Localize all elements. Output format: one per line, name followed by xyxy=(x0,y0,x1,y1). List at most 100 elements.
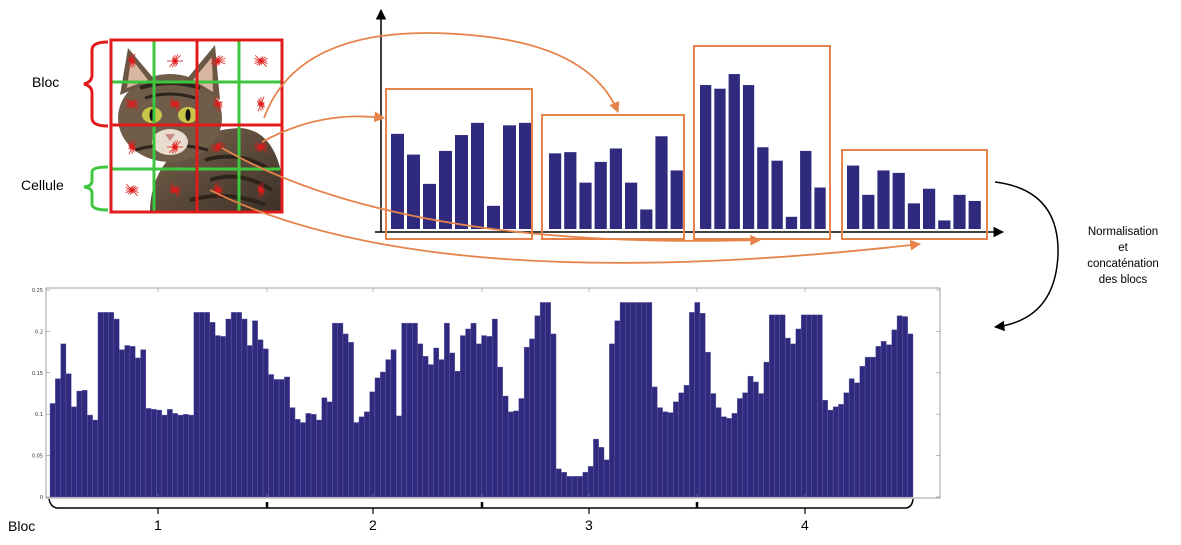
bottom-bar xyxy=(172,413,179,498)
block-number-3: 3 xyxy=(585,517,593,533)
top-bar-b3-2 xyxy=(714,88,726,229)
bottom-bar xyxy=(886,344,892,498)
bottom-bar xyxy=(305,413,312,498)
bottom-bar xyxy=(326,401,333,498)
bottom-bar xyxy=(790,343,796,498)
top-bar-b1-9 xyxy=(519,122,532,229)
block-grid xyxy=(109,38,284,214)
bottom-bar xyxy=(523,346,530,498)
bottom-bar xyxy=(412,322,418,498)
arrow-cell-to-block2 xyxy=(263,32,620,119)
bottom-bar xyxy=(161,414,168,498)
bottom-bar xyxy=(683,385,690,498)
bottom-bar xyxy=(784,337,791,498)
bottom-bar xyxy=(491,318,498,498)
cell-arrows xyxy=(209,32,922,264)
bottom-bar xyxy=(779,314,786,498)
bottom-bar xyxy=(284,376,290,498)
bottom-bar xyxy=(401,322,408,498)
bottom-bar xyxy=(502,395,509,498)
bottom-bar xyxy=(673,401,679,498)
bottom-bloc-label: Bloc xyxy=(8,518,36,534)
bottom-bar xyxy=(113,318,120,498)
bottom-bar xyxy=(891,329,898,498)
bottom-bar xyxy=(678,392,685,498)
bottom-bar xyxy=(380,371,386,498)
top-bar-b3-9 xyxy=(814,187,826,229)
top-bar-b4-1 xyxy=(847,165,860,229)
bottom-bar xyxy=(140,349,147,498)
bottom-bar xyxy=(129,346,136,498)
bottom-bar xyxy=(454,370,461,498)
bottom-bar xyxy=(268,374,274,498)
block-box-4 xyxy=(841,149,988,240)
top-bar-b2-2 xyxy=(564,152,577,229)
bottom-bar xyxy=(310,414,317,498)
bottom-bar xyxy=(566,476,573,498)
top-bar-b1-3 xyxy=(423,183,436,229)
normalisation-arrow xyxy=(993,181,1059,332)
bottom-bar xyxy=(507,411,514,498)
bottom-bar xyxy=(705,351,711,498)
bottom-bar xyxy=(385,359,392,498)
top-bar-b1-7 xyxy=(487,205,500,229)
top-bar-b4-3 xyxy=(877,170,890,229)
bottom-bar xyxy=(753,381,759,498)
bottom-bar xyxy=(742,392,749,498)
bottom-bar xyxy=(550,333,557,498)
block-number-4: 4 xyxy=(801,517,809,533)
bottom-bar xyxy=(396,415,402,498)
bottom-bar xyxy=(225,318,232,498)
bottom-bar xyxy=(593,438,599,498)
bottom-bar xyxy=(475,343,482,498)
bottom-bar xyxy=(854,382,860,498)
note-line-2: et xyxy=(1118,242,1128,254)
bottom-bar xyxy=(571,476,578,498)
bottom-bar xyxy=(747,375,754,498)
bloc-label: Bloc xyxy=(32,74,60,90)
bottom-bar xyxy=(348,341,354,498)
top-bar-b2-1 xyxy=(549,153,562,229)
top-bar-b2-6 xyxy=(625,182,638,229)
bottom-bar xyxy=(177,414,184,498)
bottom-bar xyxy=(838,404,844,498)
top-bar-b3-4 xyxy=(742,85,755,229)
bottom-bar xyxy=(55,378,61,498)
bottom-bar xyxy=(183,414,189,498)
bottom-bar xyxy=(294,418,301,498)
bottom-bar xyxy=(902,316,908,498)
top-bar-b2-8 xyxy=(655,136,668,229)
bottom-bar xyxy=(726,418,733,498)
bottom-bar xyxy=(768,314,775,498)
bottom-bar xyxy=(278,379,285,498)
bottom-bar xyxy=(843,392,850,498)
bottom-bar xyxy=(694,302,701,498)
block-boxes xyxy=(385,45,988,240)
top-bar-b4-4 xyxy=(892,172,905,229)
bottom-bar xyxy=(832,406,839,498)
top-bar-b3-1 xyxy=(700,85,712,229)
top-bar-b2-4 xyxy=(594,161,607,229)
bottom-bar xyxy=(795,328,802,498)
bottom-bar xyxy=(167,409,173,498)
top-bar-b2-5 xyxy=(609,148,622,229)
bottom-bar xyxy=(465,328,472,498)
top-bar-b3-5 xyxy=(757,147,769,229)
note-line-4: des blocs xyxy=(1098,274,1148,286)
bottom-bar xyxy=(252,320,258,498)
bottom-bar xyxy=(289,407,296,498)
bottom-bar xyxy=(300,422,306,498)
top-bar-b2-9 xyxy=(670,170,683,229)
bottom-bar xyxy=(651,386,658,498)
bottom-bar xyxy=(230,312,237,498)
top-bar-b1-1 xyxy=(391,133,404,229)
top-bar-b1-8 xyxy=(503,125,516,229)
bottom-bar xyxy=(529,338,535,498)
bottom-bar xyxy=(646,302,653,498)
bottom-bar xyxy=(119,349,125,498)
bottom-bar xyxy=(539,302,546,498)
top-bar-b2-3 xyxy=(579,182,592,229)
block-box-1 xyxy=(385,88,533,240)
top-bar-b4-8 xyxy=(953,194,966,229)
